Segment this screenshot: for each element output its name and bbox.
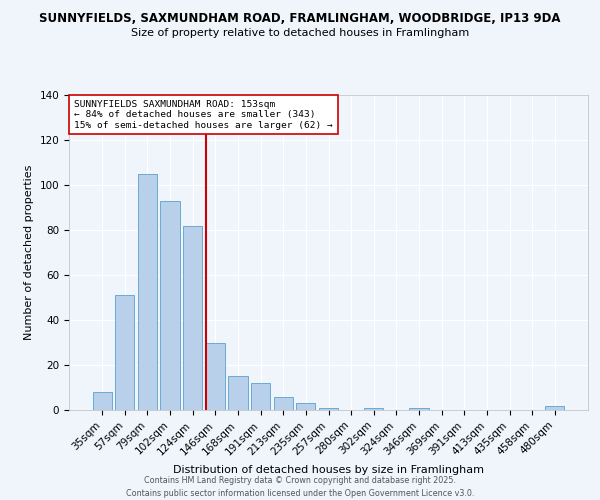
- Text: Size of property relative to detached houses in Framlingham: Size of property relative to detached ho…: [131, 28, 469, 38]
- Bar: [160, 200, 180, 410]
- Text: Contains HM Land Registry data © Crown copyright and database right 2025.
Contai: Contains HM Land Registry data © Crown c…: [126, 476, 474, 498]
- X-axis label: Distribution of detached houses by size in Framlingham: Distribution of detached houses by size …: [173, 465, 484, 475]
- Bar: [229, 376, 248, 410]
- Bar: [92, 392, 112, 410]
- Y-axis label: Number of detached properties: Number of detached properties: [24, 165, 34, 340]
- Bar: [251, 383, 270, 410]
- Text: SUNNYFIELDS, SAXMUNDHAM ROAD, FRAMLINGHAM, WOODBRIDGE, IP13 9DA: SUNNYFIELDS, SAXMUNDHAM ROAD, FRAMLINGHA…: [39, 12, 561, 26]
- Text: SUNNYFIELDS SAXMUNDHAM ROAD: 153sqm
← 84% of detached houses are smaller (343)
1: SUNNYFIELDS SAXMUNDHAM ROAD: 153sqm ← 84…: [74, 100, 333, 130]
- Bar: [115, 295, 134, 410]
- Bar: [545, 406, 565, 410]
- Bar: [274, 396, 293, 410]
- Bar: [296, 403, 316, 410]
- Bar: [364, 408, 383, 410]
- Bar: [183, 226, 202, 410]
- Bar: [409, 408, 428, 410]
- Bar: [206, 342, 225, 410]
- Bar: [138, 174, 157, 410]
- Bar: [319, 408, 338, 410]
